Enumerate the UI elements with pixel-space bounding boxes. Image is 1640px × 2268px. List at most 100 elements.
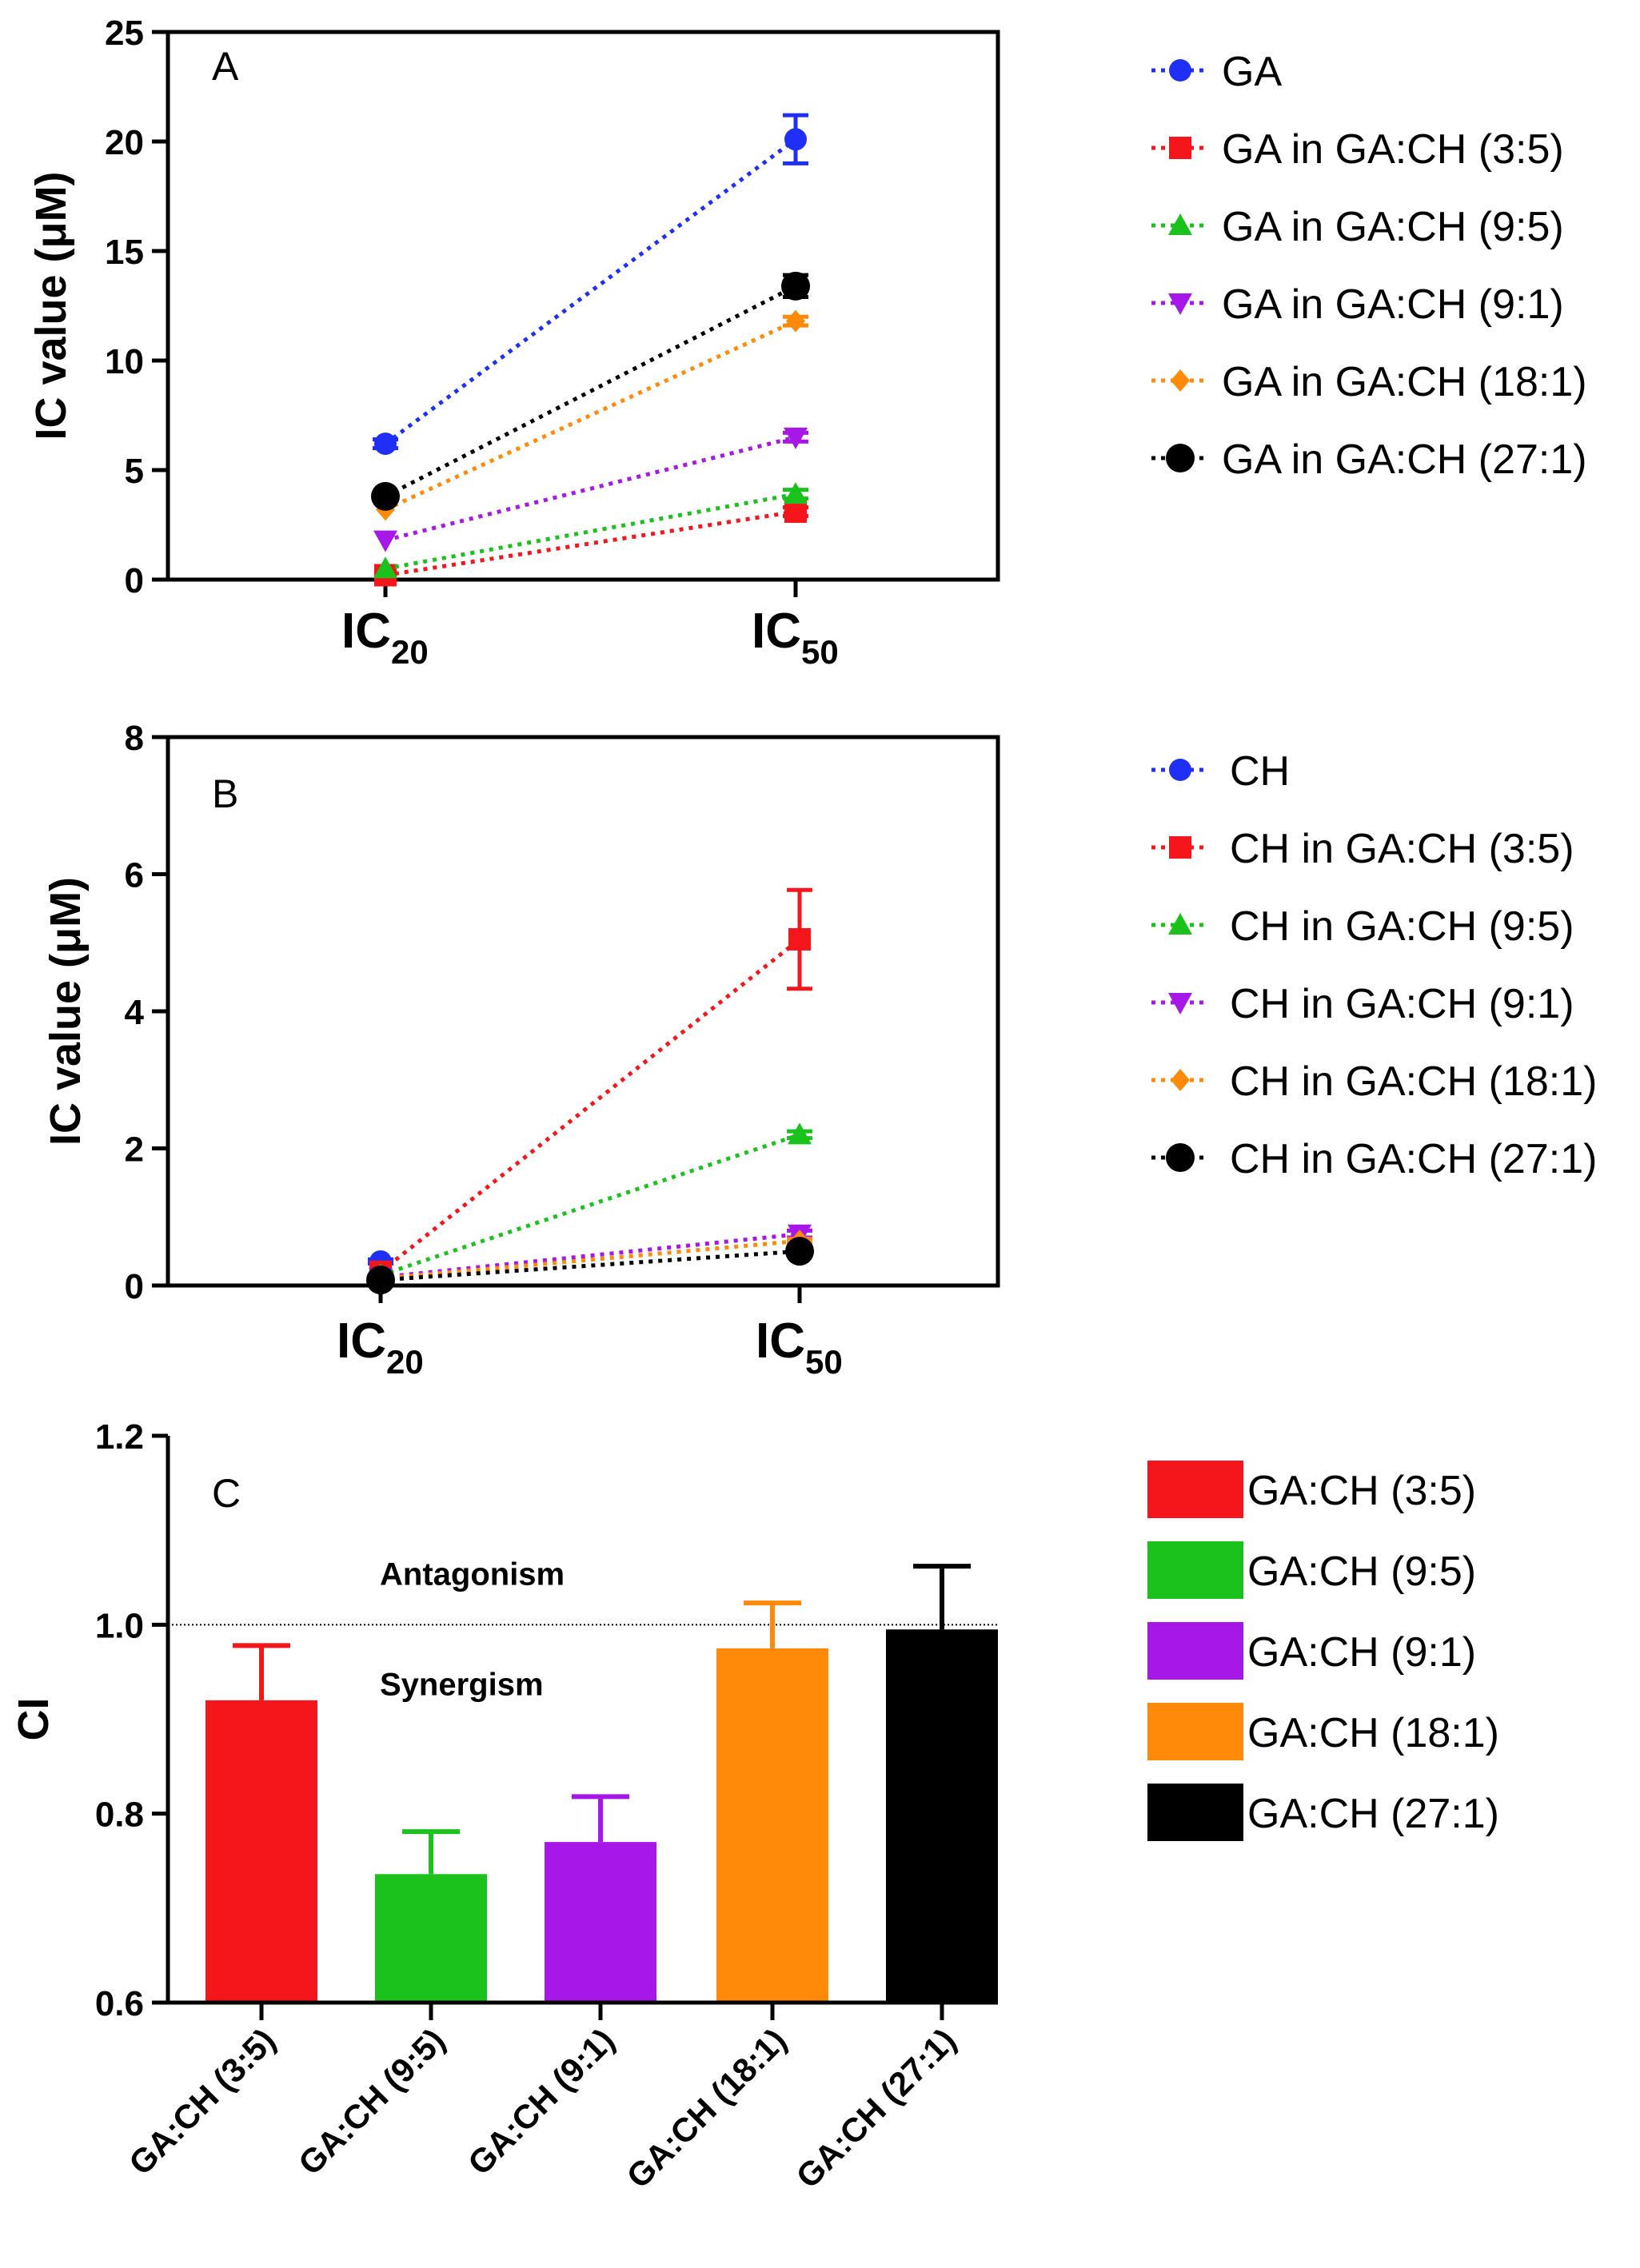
- data-point: [785, 1237, 814, 1266]
- legend-label: GA in GA:CH (18:1): [1222, 359, 1587, 405]
- legend-marker: [1169, 759, 1191, 781]
- series-line: [384, 284, 797, 499]
- x-tick-label-sub: 50: [805, 1343, 843, 1381]
- y-tick-label: 2: [125, 1130, 144, 1170]
- y-tick-label: 25: [105, 14, 144, 53]
- data-point: [371, 481, 400, 511]
- legend-entry: CH in GA:CH (27:1): [1151, 1136, 1597, 1182]
- legend-marker: [1168, 293, 1192, 315]
- legend-marker: [1169, 836, 1191, 859]
- legend-entry: CH in GA:CH (3:5): [1151, 826, 1574, 872]
- series-line: [380, 1232, 800, 1280]
- legend-label: GA in GA:CH (3:5): [1222, 126, 1564, 173]
- legend-swatch: [1147, 1461, 1243, 1518]
- legend-label: CH in GA:CH (9:1): [1230, 981, 1574, 1027]
- x-tick-label: GA:CH (27:1): [788, 2021, 963, 2195]
- x-tick-label: IC50: [752, 604, 839, 671]
- data-point: [784, 427, 808, 449]
- legend-marker: [1166, 444, 1195, 472]
- legend-label: GA:CH (9:5): [1247, 1549, 1476, 1595]
- x-tick-label-sub: 50: [801, 633, 839, 671]
- data-point: [373, 556, 397, 579]
- x-tick-label-main: IC: [341, 604, 391, 659]
- y-tick-label: 0: [125, 561, 144, 600]
- legend-marker: [1169, 137, 1191, 159]
- y-tick-label: 1.0: [95, 1606, 144, 1645]
- legend-label: CH in GA:CH (9:5): [1230, 903, 1574, 950]
- series-3: [373, 427, 808, 552]
- legend-entry: GA in GA:CH (18:1): [1151, 359, 1587, 405]
- annotation-synergism: Synergism: [380, 1667, 544, 1702]
- y-tick-label: 0.6: [95, 1984, 144, 2023]
- data-point: [788, 927, 811, 951]
- series-0: [373, 113, 808, 456]
- series-5: [371, 271, 810, 511]
- bar-group: [716, 1600, 828, 2003]
- bar: [545, 1842, 656, 2003]
- series-line: [384, 138, 797, 446]
- y-axis-label: IC value (μM): [42, 877, 90, 1146]
- data-point: [781, 271, 810, 301]
- data-point: [374, 432, 397, 456]
- legend-label: GA:CH (27:1): [1247, 1791, 1499, 1837]
- y-axis-label: IC value (μM): [27, 171, 75, 440]
- bar-group: [545, 1794, 656, 2003]
- legend-marker: [1168, 213, 1192, 235]
- series-line: [385, 435, 796, 543]
- bar-group: [375, 1829, 487, 2003]
- series-2: [369, 1122, 812, 1285]
- legend-entry: GA:CH (9:5): [1147, 1541, 1476, 1599]
- data-point: [373, 530, 397, 552]
- legend-entry: GA:CH (9:1): [1147, 1622, 1476, 1680]
- series-5: [366, 1237, 814, 1295]
- plot-frame: [166, 735, 1000, 1288]
- data-point: [784, 482, 808, 504]
- y-tick-label: 15: [105, 233, 144, 272]
- legend-label: CH in GA:CH (18:1): [1230, 1058, 1597, 1105]
- legend-entry: GA:CH (3:5): [1147, 1461, 1476, 1518]
- legend-entry: CH in GA:CH (9:1): [1151, 981, 1574, 1027]
- bar: [716, 1648, 828, 2003]
- x-tick-label: IC20: [341, 604, 429, 671]
- series-line: [380, 1249, 800, 1282]
- legend-entry: CH in GA:CH (18:1): [1151, 1058, 1597, 1105]
- legend-swatch: [1147, 1703, 1243, 1760]
- bar: [205, 1700, 317, 2003]
- series-line: [380, 1132, 800, 1277]
- legend-label: GA in GA:CH (27:1): [1222, 436, 1587, 483]
- x-tick-label-sub: 20: [386, 1343, 424, 1381]
- legend-marker: [1168, 993, 1192, 1014]
- legend-swatch: [1147, 1622, 1243, 1680]
- legend-label: GA in GA:CH (9:5): [1222, 204, 1564, 250]
- legend-marker: [1168, 913, 1192, 935]
- x-tick-label-main: IC: [752, 604, 801, 659]
- y-tick-label: 6: [125, 856, 144, 895]
- legend-entry: GA:CH (27:1): [1147, 1784, 1499, 1841]
- bar-group: [886, 1564, 998, 2003]
- legend-label: CH in GA:CH (27:1): [1230, 1136, 1597, 1182]
- y-tick-label: 0: [125, 1267, 144, 1306]
- data-point: [788, 1122, 812, 1145]
- legend-entry: GA in GA:CH (27:1): [1151, 436, 1587, 483]
- data-point: [366, 1266, 395, 1295]
- legend-marker: [1169, 59, 1191, 82]
- legend-marker: [1171, 369, 1190, 392]
- x-tick-label-main: IC: [756, 1313, 805, 1369]
- bar-group: [205, 1643, 317, 2003]
- series-line: [379, 938, 801, 1274]
- legend-entry: CH: [1151, 748, 1290, 795]
- legend-marker: [1166, 1143, 1195, 1172]
- x-tick-label: IC50: [756, 1313, 843, 1381]
- legend-swatch: [1147, 1541, 1243, 1599]
- data-point: [786, 309, 805, 333]
- y-tick-label: 10: [105, 342, 144, 381]
- x-tick-label: IC20: [337, 1313, 424, 1381]
- x-tick-label: GA:CH (3:5): [122, 2021, 283, 2182]
- series-line: [385, 509, 796, 577]
- plot-frame: [166, 30, 1000, 582]
- panel-label: C: [212, 1471, 241, 1516]
- series-line: [384, 319, 797, 512]
- legend-label: GA:CH (18:1): [1247, 1710, 1499, 1756]
